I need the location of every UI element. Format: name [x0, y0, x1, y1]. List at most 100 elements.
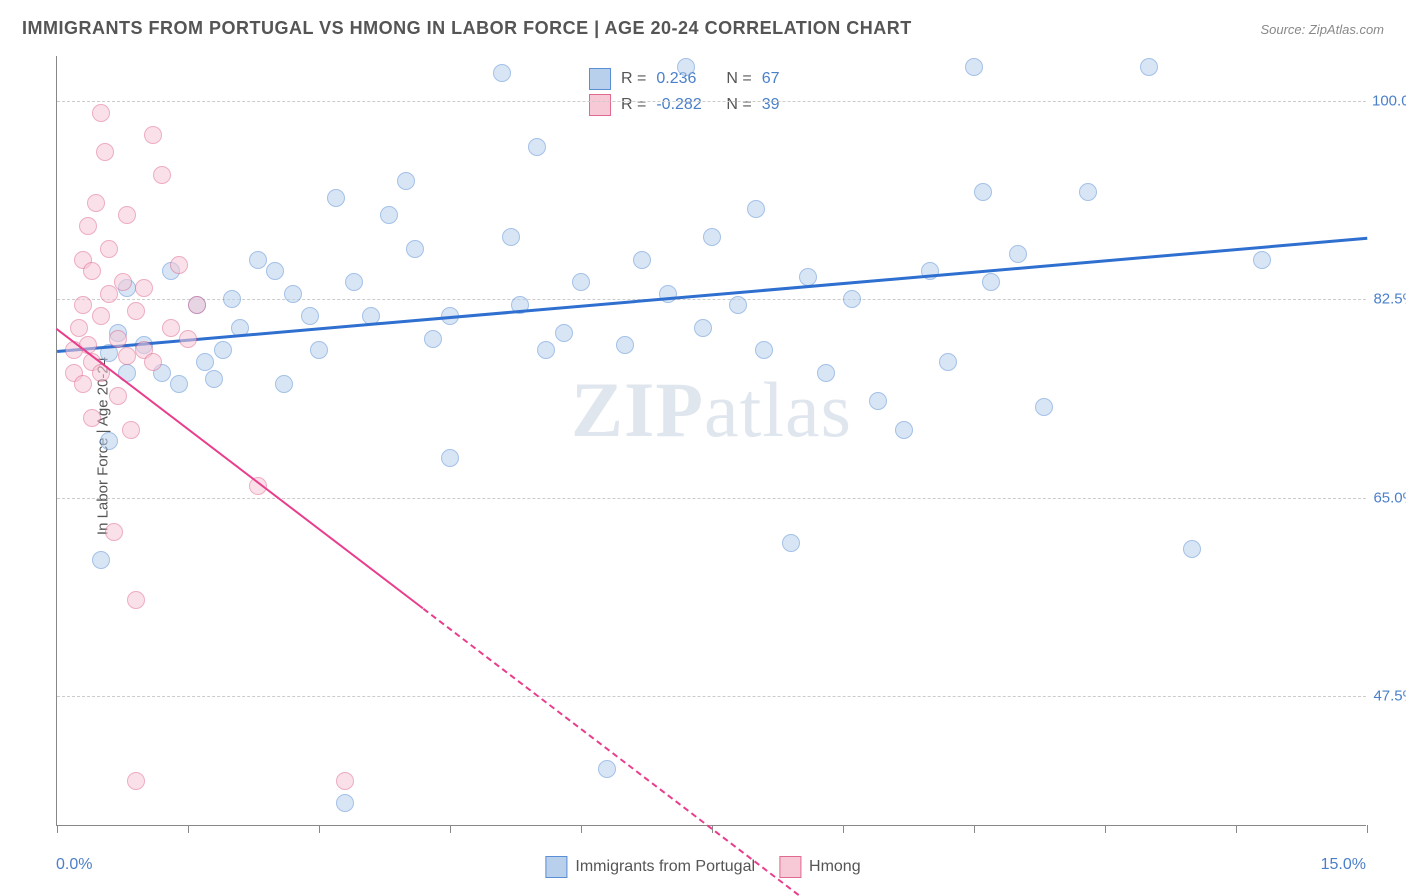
data-point: [345, 273, 363, 291]
data-point: [109, 387, 127, 405]
data-point: [170, 375, 188, 393]
data-point: [249, 251, 267, 269]
data-point: [96, 143, 114, 161]
data-point: [118, 347, 136, 365]
data-point: [83, 409, 101, 427]
data-point: [1183, 540, 1201, 558]
x-tick: [57, 825, 58, 833]
x-tick: [450, 825, 451, 833]
legend-r-label: R =: [621, 70, 646, 88]
legend-item: Hmong: [779, 856, 861, 878]
data-point: [982, 273, 1000, 291]
x-tick: [1236, 825, 1237, 833]
data-point: [1140, 58, 1158, 76]
data-point: [406, 240, 424, 258]
data-point: [144, 126, 162, 144]
legend-r-label: R =: [621, 96, 646, 114]
data-point: [188, 296, 206, 314]
legend-n-label: N =: [726, 70, 751, 88]
data-point: [380, 206, 398, 224]
data-point: [92, 551, 110, 569]
data-point: [310, 341, 328, 359]
x-tick: [1367, 825, 1368, 833]
data-point: [70, 319, 88, 337]
data-point: [939, 353, 957, 371]
legend-label: Hmong: [809, 858, 861, 876]
data-point: [87, 194, 105, 212]
data-point: [843, 290, 861, 308]
data-point: [100, 432, 118, 450]
data-point: [1035, 398, 1053, 416]
source-label: Source: ZipAtlas.com: [1260, 22, 1384, 37]
data-point: [965, 58, 983, 76]
x-tick: [319, 825, 320, 833]
data-point: [118, 206, 136, 224]
x-tick: [843, 825, 844, 833]
data-point: [196, 353, 214, 371]
legend-label: Immigrants from Portugal: [575, 858, 755, 876]
trend-line: [423, 608, 800, 896]
data-point: [127, 591, 145, 609]
watermark: ZIPatlas: [571, 365, 852, 455]
data-point: [170, 256, 188, 274]
x-tick: [974, 825, 975, 833]
data-point: [336, 772, 354, 790]
data-point: [729, 296, 747, 314]
data-point: [127, 302, 145, 320]
gridline-h: [57, 696, 1366, 697]
data-point: [677, 58, 695, 76]
data-point: [105, 523, 123, 541]
x-axis-min-label: 0.0%: [56, 856, 92, 874]
data-point: [397, 172, 415, 190]
data-point: [336, 794, 354, 812]
data-point: [747, 200, 765, 218]
legend-stat-row: R = -0.282 N = 39: [589, 92, 779, 118]
data-point: [92, 104, 110, 122]
data-point: [205, 370, 223, 388]
data-point: [214, 341, 232, 359]
watermark-bold: ZIP: [571, 366, 704, 453]
data-point: [79, 217, 97, 235]
data-point: [1079, 183, 1097, 201]
data-point: [528, 138, 546, 156]
data-point: [799, 268, 817, 286]
data-point: [114, 273, 132, 291]
data-point: [74, 375, 92, 393]
y-tick-label: 100.0%: [1372, 93, 1406, 110]
data-point: [703, 228, 721, 246]
data-point: [633, 251, 651, 269]
data-point: [1253, 251, 1271, 269]
trend-line: [56, 328, 424, 609]
legend-n-value: 39: [762, 96, 780, 114]
data-point: [223, 290, 241, 308]
data-point: [127, 772, 145, 790]
data-point: [83, 262, 101, 280]
gridline-h: [57, 498, 1366, 499]
data-point: [616, 336, 634, 354]
x-axis-max-label: 15.0%: [1321, 856, 1366, 874]
data-point: [109, 330, 127, 348]
data-point: [782, 534, 800, 552]
data-point: [869, 392, 887, 410]
data-point: [1009, 245, 1027, 263]
chart-title: IMMIGRANTS FROM PORTUGAL VS HMONG IN LAB…: [22, 18, 912, 39]
data-point: [284, 285, 302, 303]
data-point: [895, 421, 913, 439]
data-point: [537, 341, 555, 359]
data-point: [153, 166, 171, 184]
legend-n-label: N =: [726, 96, 751, 114]
x-tick: [1105, 825, 1106, 833]
y-tick-label: 65.0%: [1372, 489, 1406, 506]
legend-r-value: -0.282: [656, 96, 716, 114]
y-tick-label: 82.5%: [1372, 291, 1406, 308]
gridline-h: [57, 101, 1366, 102]
data-point: [817, 364, 835, 382]
x-tick: [188, 825, 189, 833]
data-point: [555, 324, 573, 342]
data-point: [275, 375, 293, 393]
data-point: [74, 296, 92, 314]
data-point: [327, 189, 345, 207]
data-point: [598, 760, 616, 778]
data-point: [144, 353, 162, 371]
data-point: [179, 330, 197, 348]
